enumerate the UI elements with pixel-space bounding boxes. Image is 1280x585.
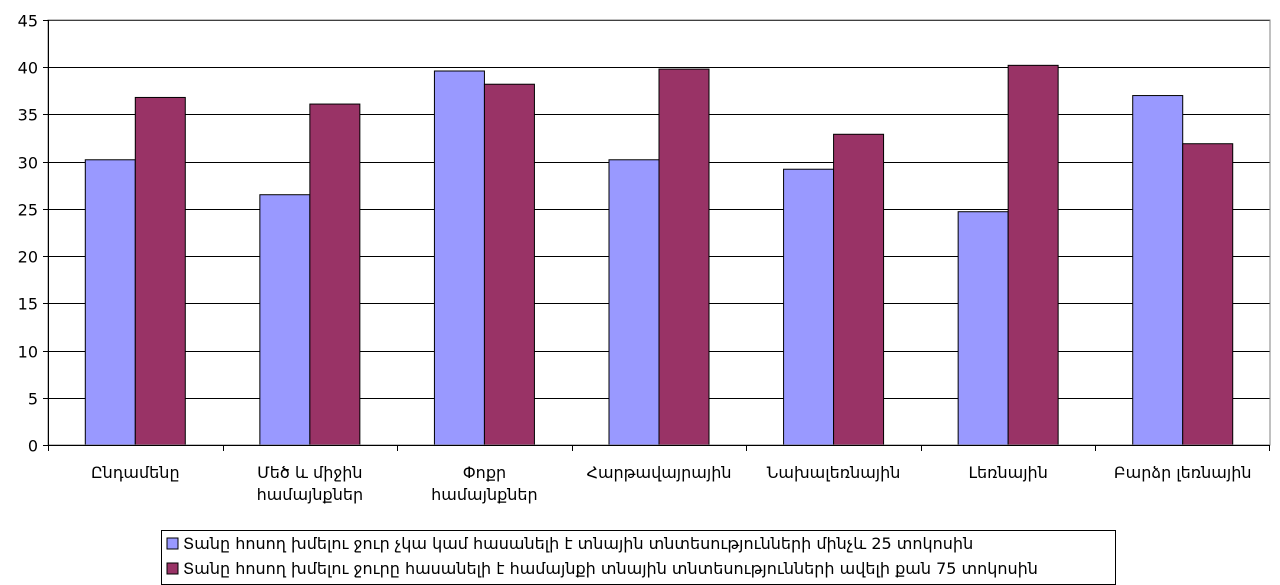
y-tick-label: 20	[18, 248, 38, 267]
legend-box	[161, 530, 1116, 585]
x-tick-label: Նախալեռնային	[767, 463, 901, 482]
bar-2-1	[134, 96, 186, 446]
bar-2-5	[833, 133, 885, 446]
x-tick-label: Լեռնային	[968, 463, 1047, 482]
y-tick-labels: 0 5 10 15 20 25 30 35 40 45	[18, 12, 38, 456]
y-tick-label: 5	[28, 390, 38, 409]
bar-2-4	[658, 68, 710, 446]
bar-1-7	[1132, 95, 1184, 446]
y-tick-label: 45	[18, 12, 38, 31]
y-tick-label: 30	[18, 154, 38, 173]
legend-label-1: Տանը հոսող խմելու ջուր չկա կամ հասանելի …	[183, 534, 973, 553]
y-tick-label: 40	[18, 59, 38, 78]
bar-2-6	[1007, 64, 1059, 446]
legend-label-2: Տանը հոսող խմելու ջուրը հասանելի է համայ…	[183, 559, 1038, 578]
bar-2-2	[309, 103, 361, 446]
bar-1-4	[608, 159, 660, 446]
bar-2-3	[483, 83, 535, 446]
y-tick-label: 15	[18, 295, 38, 314]
bar-1-3	[433, 70, 485, 446]
y-tick-label: 25	[18, 201, 38, 220]
bar-1-1	[84, 159, 136, 446]
x-tick-label: Փոքր համայնքներ	[431, 463, 538, 504]
axes	[43, 19, 1271, 451]
category-labels: Ընդամենը Մեծ և միջին համայնքներ Փոքր համայնք…	[91, 463, 1252, 504]
y-tick-label: 0	[28, 437, 38, 456]
legend: Տանը հոսող խմելու ջուր չկա կամ հասանելի …	[161, 530, 1116, 585]
x-tick-label: Ընդամենը	[91, 463, 180, 482]
x-tick-label: Հարթավայրային	[587, 463, 732, 482]
x-tick-label: Մեծ և միջին համայնքներ	[257, 463, 364, 504]
bar-2-7	[1182, 143, 1234, 446]
y-tick-label: 10	[18, 343, 38, 362]
legend-swatch-1	[166, 537, 179, 550]
bar-1-2	[259, 194, 311, 446]
bar-1-6	[957, 211, 1009, 446]
x-tick-label: Բարձր լեռնային	[1114, 463, 1252, 482]
legend-swatch-2	[166, 562, 179, 575]
bar-1-5	[783, 168, 835, 446]
y-tick-label: 35	[18, 106, 38, 125]
bars	[84, 64, 1234, 446]
